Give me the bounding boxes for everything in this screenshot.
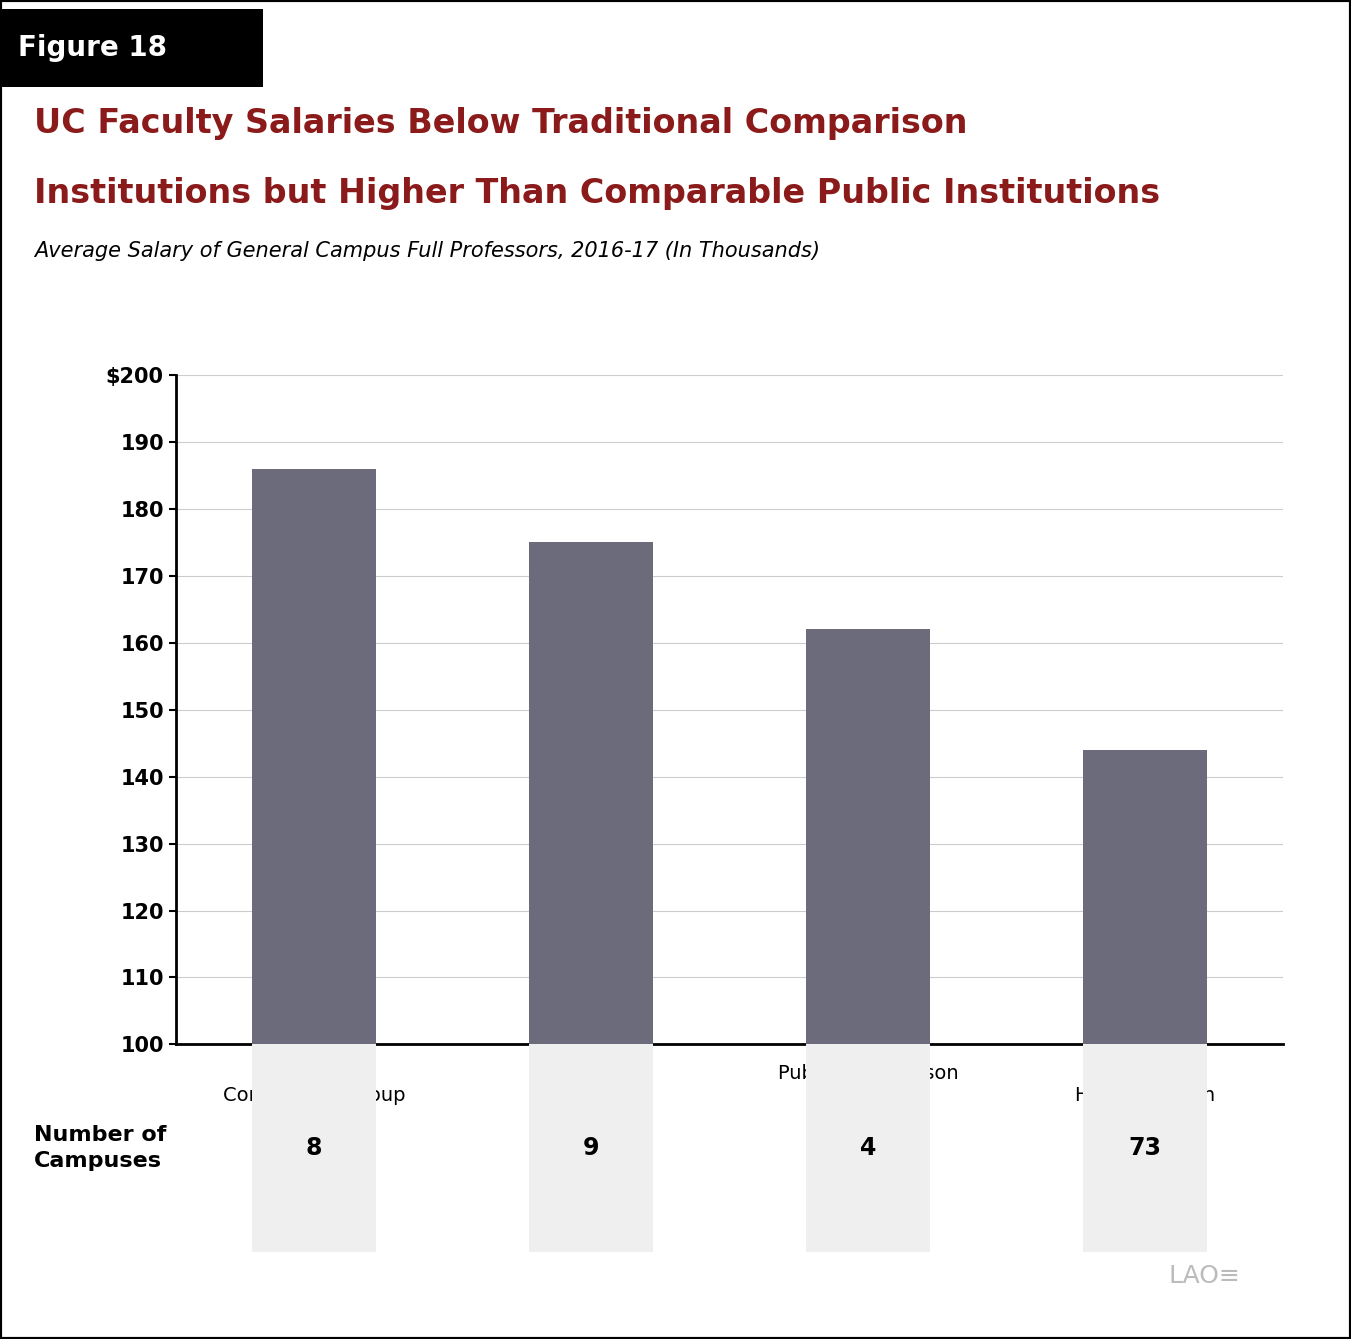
Text: 9: 9 [582,1137,600,1160]
Text: 4: 4 [859,1137,877,1160]
Text: Average Salary of General Campus Full Professors, 2016-17 (In Thousands): Average Salary of General Campus Full Pr… [34,241,820,261]
Text: LAO≡: LAO≡ [1169,1264,1240,1288]
Text: UC Faculty Salaries Below Traditional Comparison: UC Faculty Salaries Below Traditional Co… [34,107,967,141]
Bar [805,629,931,1339]
Text: Number of
Campuses: Number of Campuses [34,1125,166,1172]
Text: 8: 8 [305,1137,323,1160]
Bar [1082,750,1208,1339]
Text: 73: 73 [1128,1137,1162,1160]
Bar [251,469,377,1339]
Bar [528,542,654,1339]
Text: Institutions but Higher Than Comparable Public Institutions: Institutions but Higher Than Comparable … [34,177,1161,210]
Text: Figure 18: Figure 18 [19,35,168,62]
